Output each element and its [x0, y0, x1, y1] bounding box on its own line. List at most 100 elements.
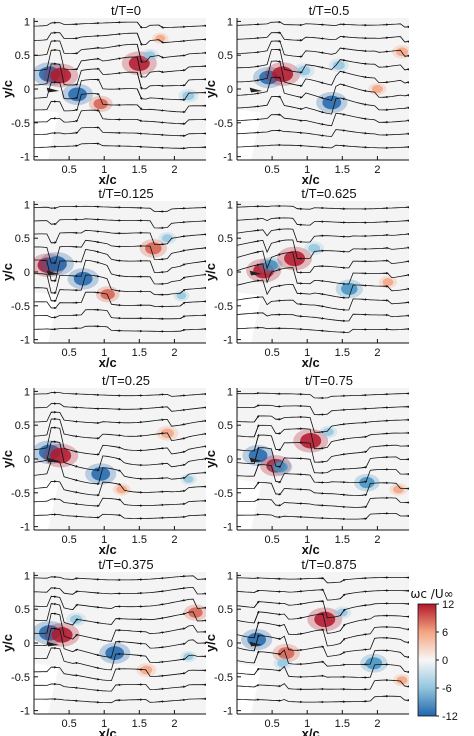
streamline-arrow	[72, 119, 79, 123]
streamline-arrow	[254, 404, 260, 408]
streamline-arrow	[94, 261, 100, 264]
streamline-arrow	[179, 301, 186, 307]
streamline-arrow	[318, 134, 325, 137]
streamline-arrow	[340, 83, 346, 87]
airfoil	[46, 641, 60, 647]
panel-title: t/T=0	[111, 3, 141, 18]
streamline-arrow	[275, 253, 282, 257]
vortex-core	[277, 659, 289, 668]
y-axis-label: y/c	[0, 450, 15, 468]
streamline-arrow	[72, 83, 79, 86]
streamline-arrow	[361, 618, 368, 621]
streamline-arrow	[340, 70, 346, 74]
streamline-arrow	[180, 263, 186, 267]
streamline-arrow	[115, 44, 122, 47]
x-tick-label: 0.5	[264, 534, 279, 546]
streamline-arrow	[136, 21, 143, 29]
streamline-arrow	[115, 259, 122, 262]
streamline-arrow	[94, 274, 100, 278]
x-tick-label: 1	[101, 164, 107, 176]
streamline-arrow	[158, 70, 165, 74]
vortex-core	[371, 85, 383, 93]
plot-area	[237, 572, 409, 714]
x-tick-label: 1.5	[335, 347, 350, 359]
streamline-arrow	[275, 228, 282, 231]
y-tick-label: 1	[24, 570, 30, 582]
streamline-arrow	[94, 677, 100, 681]
streamline-arrow	[318, 304, 325, 308]
y-tick-label: 0.5	[15, 50, 30, 62]
vortex-core	[144, 51, 156, 60]
streamline-arrow	[254, 239, 260, 243]
streamline-arrow	[180, 587, 186, 590]
streamline-arrow	[72, 96, 79, 100]
streamline-arrow	[115, 482, 122, 486]
x-tick-label: 0.5	[264, 718, 279, 730]
streamline-arrow	[254, 50, 260, 54]
streamline-arrow	[180, 249, 186, 252]
streamline-arrow	[180, 437, 186, 440]
streamline-arrow	[318, 317, 325, 320]
streamline-arrow	[72, 618, 78, 626]
vortex-core	[297, 65, 311, 76]
streamline-arrow	[318, 81, 325, 84]
streamline-arrow	[275, 465, 282, 468]
x-axis-label: x/c	[99, 172, 117, 187]
streamline-arrow	[180, 423, 186, 426]
panel-2: 1 0.5 0 -0.5 -1 0.5 1 1.5 2 x/c y/c t/T=0.125	[0, 186, 206, 370]
streamline-arrow	[180, 408, 186, 412]
vortex-core	[341, 282, 358, 295]
masked-region	[237, 292, 262, 343]
streamline-arrow	[275, 613, 282, 616]
streamline-arrow	[318, 447, 325, 450]
streamline-arrow	[115, 274, 122, 277]
streamline-arrow	[404, 106, 409, 110]
streamline-arrow	[404, 287, 409, 291]
streamline-arrow	[340, 58, 346, 62]
streamline-arrow	[318, 122, 325, 126]
y-tick-label: 0.5	[15, 420, 30, 432]
streamline-arrow	[340, 296, 346, 299]
streamline-arrow	[275, 624, 282, 627]
streamline-arrow	[158, 432, 165, 435]
y-tick-label: 1	[227, 199, 233, 211]
y-tick-label: 1	[227, 570, 233, 582]
streamline-arrow	[137, 119, 143, 122]
x-tick-label: 0.5	[264, 347, 279, 359]
x-tick-label: 2	[374, 347, 380, 359]
streamline-arrow	[318, 110, 325, 114]
y-axis-label: y/c	[0, 263, 15, 281]
vortex-core	[93, 98, 108, 110]
airfoil	[46, 270, 60, 276]
y-axis-label: y/c	[203, 634, 218, 652]
streamline-arrow	[158, 55, 165, 59]
streamline-arrow	[254, 263, 260, 267]
masked-region	[237, 479, 262, 530]
colorbar-tick-label: -6	[442, 683, 452, 695]
streamline-arrow	[339, 637, 346, 644]
streamline-arrow	[72, 478, 79, 482]
streamline-arrow	[254, 229, 260, 232]
streamline-arrow	[361, 604, 368, 607]
x-axis-label: x/c	[99, 726, 117, 736]
streamline-arrow	[361, 466, 368, 469]
streamline-arrow	[339, 608, 346, 616]
panel-3: 1 0.5 0 -0.5 -1 0.5 1 1.5 2 x/c y/c t/T=0.625	[203, 186, 409, 370]
streamline-arrow	[383, 50, 389, 53]
streamline-arrow	[361, 89, 368, 92]
streamline-arrow	[72, 434, 79, 438]
streamline-arrow	[254, 250, 260, 254]
y-tick-label: 0.5	[15, 233, 30, 245]
vortex-core	[145, 242, 162, 255]
streamline-arrow	[180, 450, 186, 454]
y-tick-label: -0.5	[214, 118, 233, 130]
airfoil	[249, 87, 263, 93]
y-tick-label: 0	[24, 84, 30, 96]
streamline-arrow	[361, 103, 368, 106]
streamline-arrow	[340, 113, 346, 116]
vortex-core	[183, 475, 194, 483]
y-tick-label: 1	[24, 386, 30, 398]
x-axis-label: x/c	[99, 542, 117, 557]
streamline-arrow	[72, 450, 79, 453]
vortex-core	[116, 485, 128, 494]
